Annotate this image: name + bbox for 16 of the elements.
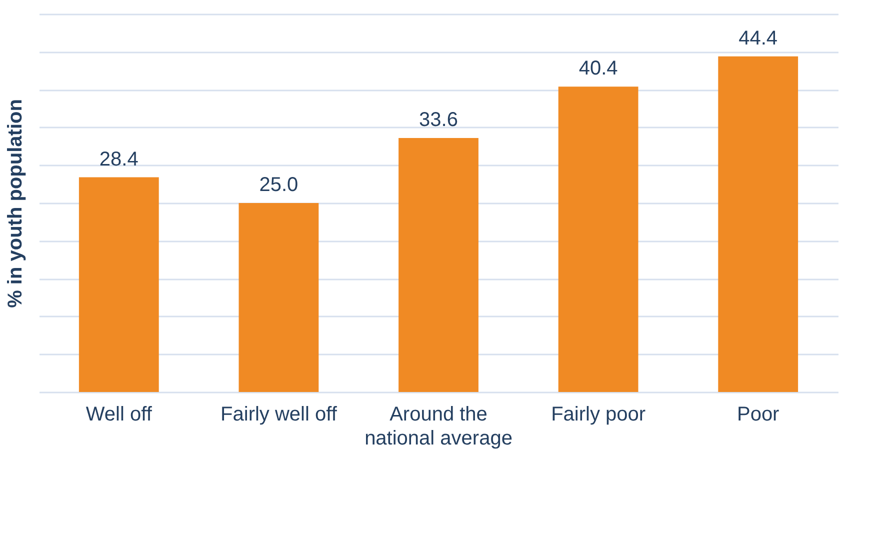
x-tick-label: Fairly poor	[551, 404, 646, 426]
x-tick-label: Around the national average	[364, 404, 512, 450]
x-tick-label: Fairly well off	[220, 404, 338, 426]
data-label: 25.0	[259, 174, 298, 196]
data-label: 33.6	[419, 108, 458, 131]
bar	[558, 86, 638, 392]
x-tick-label: Poor	[736, 404, 780, 426]
y-axis-title: % in youth population	[4, 99, 26, 308]
bar	[718, 56, 798, 392]
x-tick-label: Well off	[86, 404, 152, 426]
bar	[238, 203, 319, 392]
data-label: 44.4	[738, 27, 778, 50]
data-label: 40.4	[578, 58, 618, 80]
bar	[398, 138, 478, 392]
data-label: 28.4	[99, 148, 138, 170]
bar	[78, 177, 159, 392]
